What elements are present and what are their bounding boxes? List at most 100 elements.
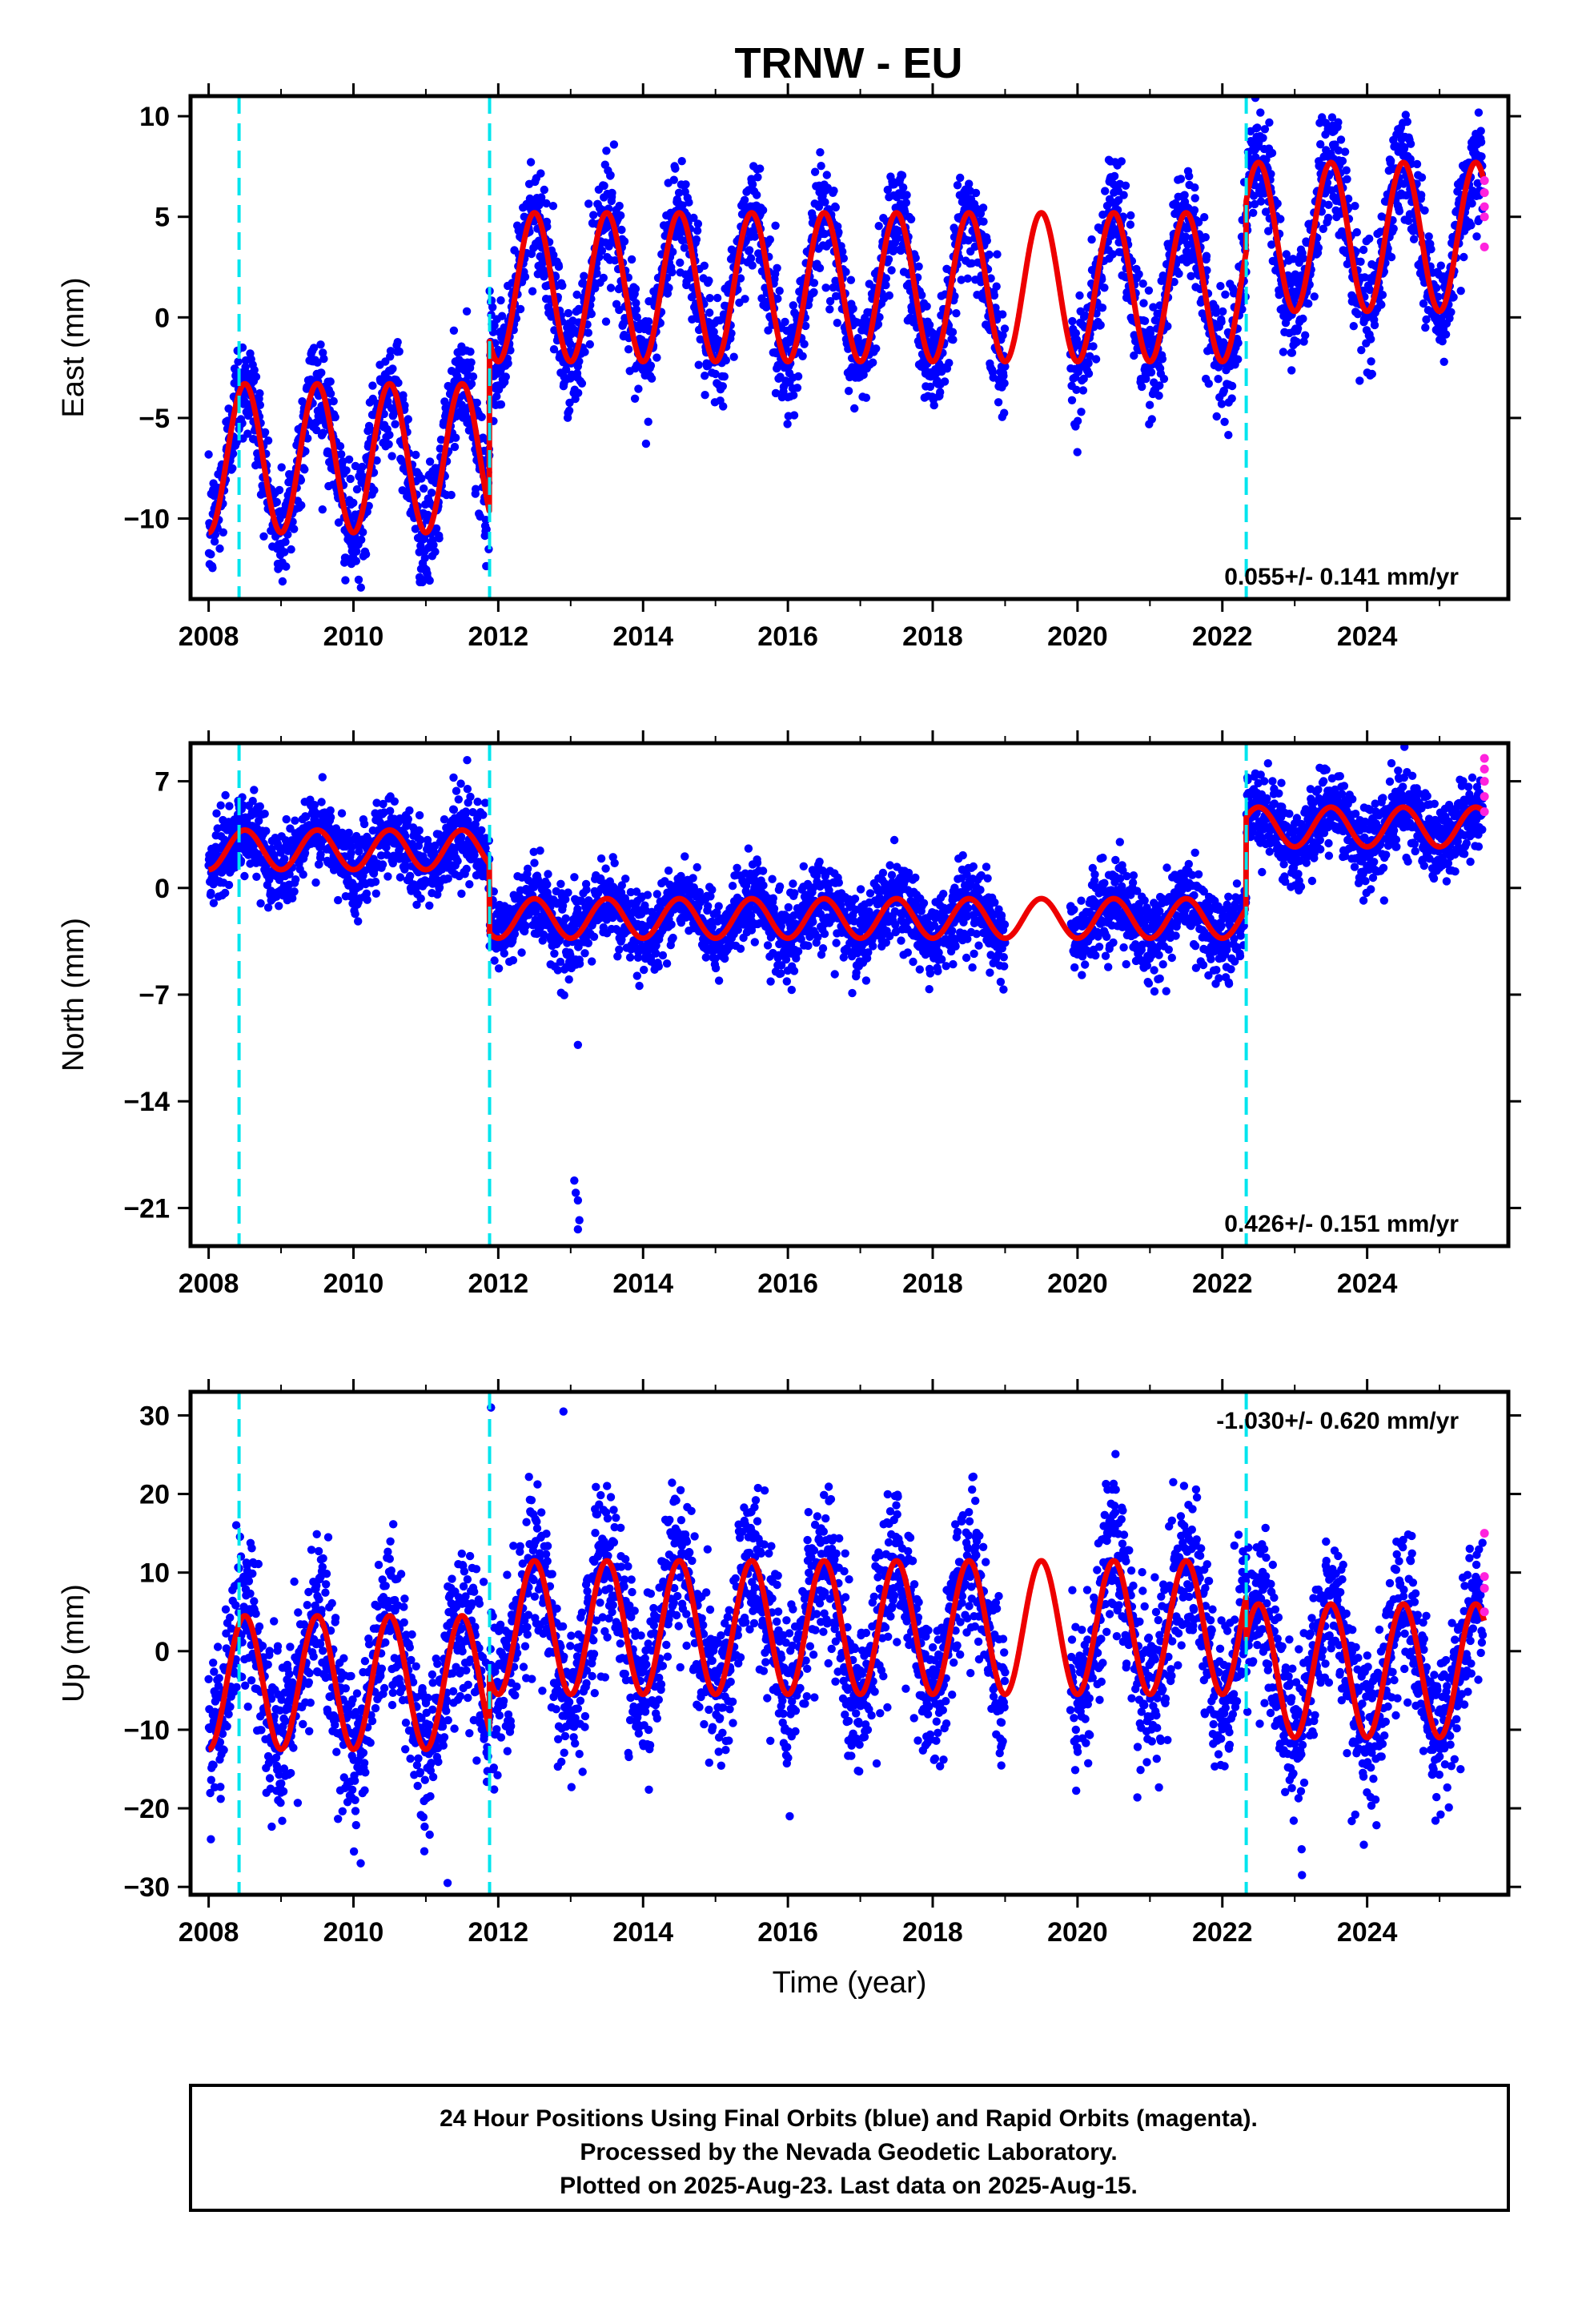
data-point <box>351 461 360 471</box>
data-point <box>1324 200 1333 209</box>
data-point <box>212 809 221 818</box>
data-point <box>719 402 728 411</box>
data-point <box>1101 187 1110 195</box>
data-point <box>303 434 312 443</box>
data-point <box>472 398 481 408</box>
data-point <box>352 485 362 494</box>
data-point <box>600 181 608 191</box>
data-point <box>1403 117 1412 127</box>
data-point <box>1421 323 1430 332</box>
data-point <box>508 955 518 965</box>
data-point <box>1256 197 1266 206</box>
data-point <box>477 412 486 421</box>
data-point <box>833 319 842 328</box>
data-point <box>1265 118 1274 127</box>
data-point <box>1144 286 1154 295</box>
data-point <box>243 429 252 438</box>
data-point <box>263 436 273 445</box>
data-point <box>1323 213 1333 223</box>
data-point <box>385 430 394 440</box>
east-panel: 2008 2010 2012 2014 2016 2018 2020 2022 2024−10−… <box>57 83 1521 652</box>
data-point <box>1259 134 1267 143</box>
data-point <box>473 798 482 806</box>
data-point <box>388 364 397 373</box>
data-point <box>396 873 405 882</box>
data-point <box>506 346 515 355</box>
data-point <box>204 450 213 459</box>
data-point <box>1100 283 1109 292</box>
data-point <box>263 903 273 912</box>
data-point <box>494 964 504 973</box>
data-point <box>404 814 412 824</box>
data-point <box>668 267 677 277</box>
data-point <box>771 221 780 230</box>
data-point <box>753 173 762 182</box>
data-point <box>681 180 690 189</box>
data-point <box>259 532 268 541</box>
data-point <box>952 309 961 318</box>
data-point <box>669 175 678 184</box>
data-point <box>901 198 911 207</box>
data-point <box>632 299 640 308</box>
data-point <box>1201 233 1211 242</box>
data-point <box>756 164 765 173</box>
data-point <box>713 293 722 303</box>
data-point <box>497 312 507 320</box>
data-point <box>1395 207 1404 215</box>
data-point <box>1377 300 1386 309</box>
y-tick-label: 10 <box>139 102 170 132</box>
data-point <box>595 252 604 262</box>
data-point <box>1287 348 1297 357</box>
data-point <box>1200 213 1209 222</box>
data-point <box>520 272 530 281</box>
data-point <box>457 889 466 899</box>
data-point <box>564 406 574 415</box>
data-point <box>816 148 825 157</box>
data-point <box>517 948 526 957</box>
data-point <box>453 857 462 866</box>
data-point <box>251 372 261 381</box>
data-point <box>528 287 537 296</box>
data-point <box>384 440 393 448</box>
data-point <box>549 251 558 259</box>
data-point <box>589 211 598 219</box>
data-point <box>208 564 217 573</box>
data-point <box>676 258 685 267</box>
data-point <box>1253 123 1262 132</box>
x-tick-label: 2020 <box>1047 621 1108 652</box>
data-point <box>606 171 615 179</box>
data-point <box>359 819 369 829</box>
data-point <box>998 310 1007 319</box>
data-point <box>311 878 320 887</box>
data-point <box>1420 206 1429 215</box>
data-point <box>339 457 347 466</box>
data-point <box>319 428 327 437</box>
data-point <box>632 305 640 314</box>
data-point <box>609 140 619 149</box>
data-point <box>393 338 402 347</box>
data-point <box>1217 317 1226 327</box>
data-point <box>1404 84 1412 92</box>
data-point <box>1424 232 1433 241</box>
data-point <box>1154 391 1163 400</box>
data-point <box>850 404 859 413</box>
data-point <box>646 361 656 370</box>
data-point <box>773 263 781 272</box>
data-point <box>1191 194 1199 203</box>
data-point <box>1449 292 1458 302</box>
data-point <box>309 344 319 352</box>
data-point <box>277 463 286 472</box>
data-point <box>1468 199 1476 208</box>
data-point <box>580 271 588 280</box>
data-point <box>449 773 458 782</box>
data-point <box>1073 416 1082 425</box>
data-point <box>334 895 343 905</box>
data-point <box>359 528 367 537</box>
x-tick-label: 2016 <box>757 621 818 652</box>
data-point <box>922 302 931 311</box>
data-point <box>540 185 548 195</box>
data-point <box>335 442 345 451</box>
data-point <box>216 801 225 810</box>
data-point <box>436 435 446 444</box>
data-point <box>1227 381 1237 391</box>
